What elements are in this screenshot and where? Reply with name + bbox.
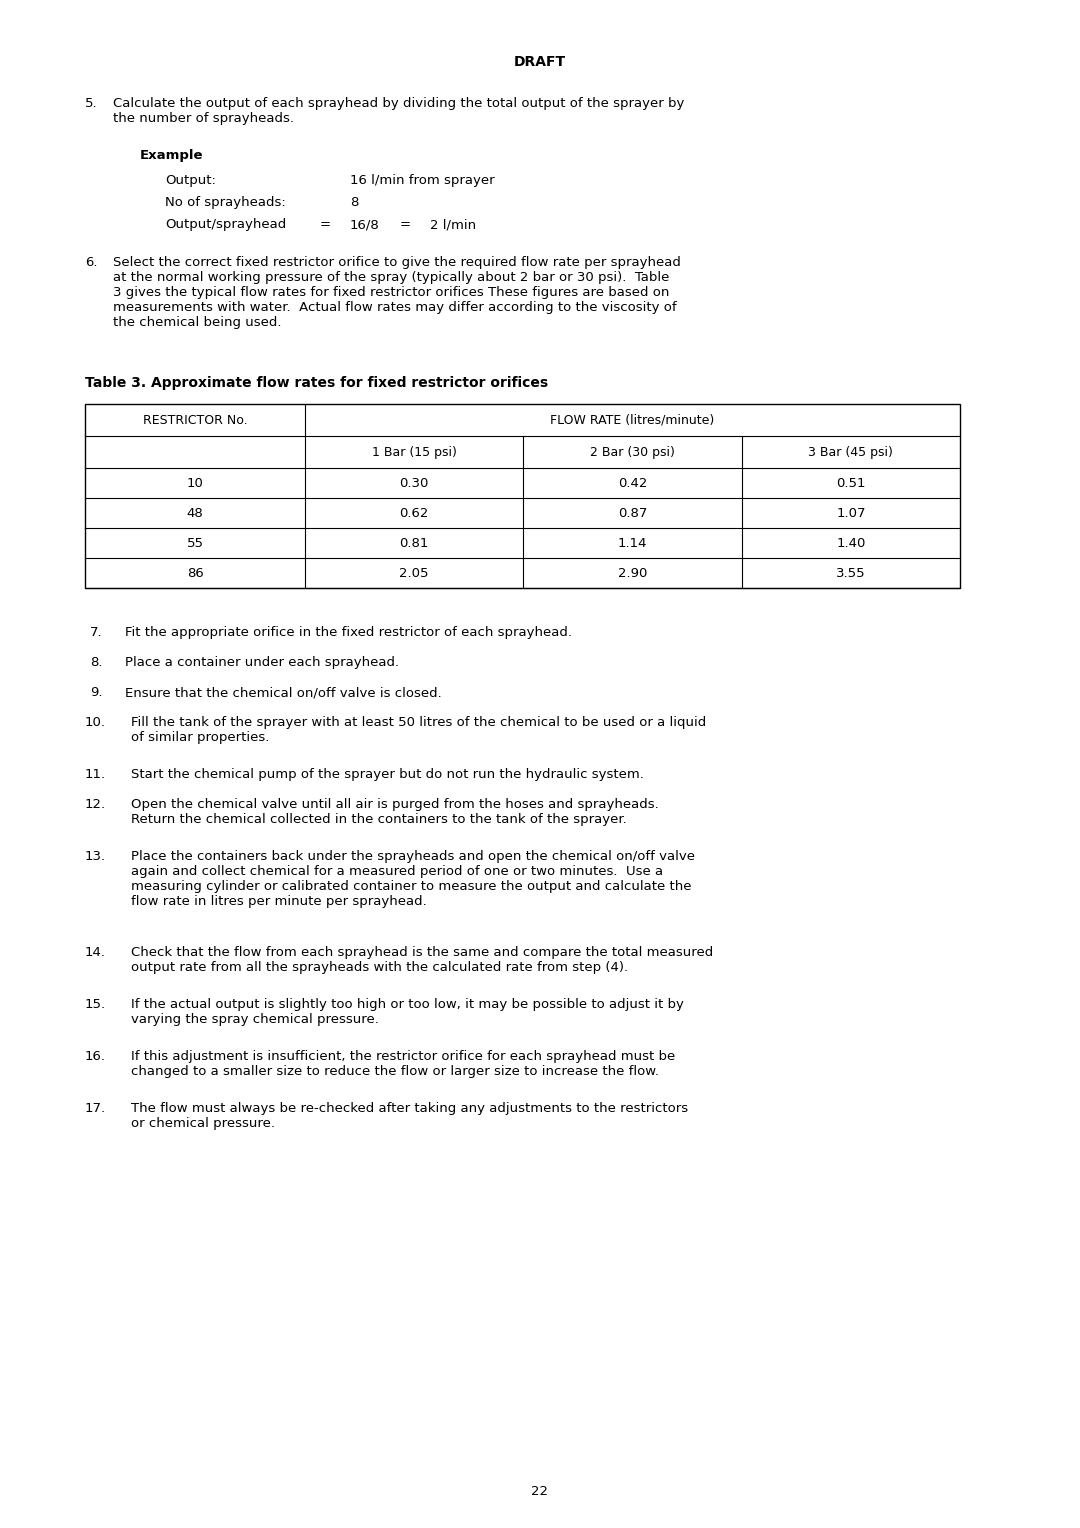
Text: 0.81: 0.81: [400, 536, 429, 550]
Text: 13.: 13.: [85, 850, 106, 863]
Text: Ensure that the chemical on/off valve is closed.: Ensure that the chemical on/off valve is…: [125, 686, 442, 698]
Text: 1.14: 1.14: [618, 536, 647, 550]
Text: Place a container under each sprayhead.: Place a container under each sprayhead.: [125, 656, 400, 669]
Text: 0.30: 0.30: [400, 477, 429, 489]
Text: 10.: 10.: [85, 717, 106, 729]
Text: 8.: 8.: [90, 656, 103, 669]
Text: 7.: 7.: [90, 626, 103, 639]
Text: 16.: 16.: [85, 1050, 106, 1063]
Text: Open the chemical valve until all air is purged from the hoses and sprayheads.
R: Open the chemical valve until all air is…: [131, 798, 659, 827]
Text: No of sprayheads:: No of sprayheads:: [165, 196, 286, 209]
Text: 0.62: 0.62: [400, 506, 429, 520]
Text: Fit the appropriate orifice in the fixed restrictor of each sprayhead.: Fit the appropriate orifice in the fixed…: [125, 626, 572, 639]
Text: 15.: 15.: [85, 998, 106, 1012]
Text: Start the chemical pump of the sprayer but do not run the hydraulic system.: Start the chemical pump of the sprayer b…: [131, 769, 644, 781]
Text: 48: 48: [187, 506, 203, 520]
Text: 22: 22: [531, 1485, 549, 1497]
Text: 0.51: 0.51: [836, 477, 865, 489]
Text: 0.42: 0.42: [618, 477, 647, 489]
Text: Fill the tank of the sprayer with at least 50 litres of the chemical to be used : Fill the tank of the sprayer with at lea…: [131, 717, 706, 744]
Text: Example: Example: [140, 150, 203, 162]
Text: Calculate the output of each sprayhead by dividing the total output of the spray: Calculate the output of each sprayhead b…: [113, 96, 685, 125]
Text: 86: 86: [187, 567, 203, 579]
Text: Select the correct fixed restrictor orifice to give the required flow rate per s: Select the correct fixed restrictor orif…: [113, 257, 680, 329]
Text: If the actual output is slightly too high or too low, it may be possible to adju: If the actual output is slightly too hig…: [131, 998, 684, 1025]
Text: If this adjustment is insufficient, the restrictor orifice for each sprayhead mu: If this adjustment is insufficient, the …: [131, 1050, 675, 1077]
Text: 1.07: 1.07: [836, 506, 865, 520]
Bar: [85, 403, 960, 588]
Text: 1 Bar (15 psi): 1 Bar (15 psi): [372, 446, 457, 458]
Text: 5.: 5.: [85, 96, 97, 110]
Text: 9.: 9.: [90, 686, 103, 698]
Text: 14.: 14.: [85, 946, 106, 960]
Text: The flow must always be re-checked after taking any adjustments to the restricto: The flow must always be re-checked after…: [131, 1102, 688, 1131]
Text: 17.: 17.: [85, 1102, 106, 1115]
Text: =: =: [320, 219, 330, 231]
Text: 3.55: 3.55: [836, 567, 866, 579]
Text: Output:: Output:: [165, 174, 216, 186]
Text: 10: 10: [187, 477, 203, 489]
Text: 16/8: 16/8: [350, 219, 380, 231]
Text: FLOW RATE (litres/minute): FLOW RATE (litres/minute): [551, 414, 715, 426]
Text: Place the containers back under the sprayheads and open the chemical on/off valv: Place the containers back under the spra…: [131, 850, 696, 908]
Text: 2 Bar (30 psi): 2 Bar (30 psi): [590, 446, 675, 458]
Text: 16 l/min from sprayer: 16 l/min from sprayer: [350, 174, 495, 186]
Text: 6.: 6.: [85, 257, 97, 269]
Text: 55: 55: [187, 536, 203, 550]
Text: 2.05: 2.05: [400, 567, 429, 579]
Text: DRAFT: DRAFT: [514, 55, 566, 69]
Text: 8: 8: [350, 196, 359, 209]
Text: 2.90: 2.90: [618, 567, 647, 579]
Text: 1.40: 1.40: [836, 536, 865, 550]
Text: 3 Bar (45 psi): 3 Bar (45 psi): [809, 446, 893, 458]
Text: 2 l/min: 2 l/min: [430, 219, 476, 231]
Text: 0.87: 0.87: [618, 506, 647, 520]
Text: Check that the flow from each sprayhead is the same and compare the total measur: Check that the flow from each sprayhead …: [131, 946, 713, 973]
Text: 12.: 12.: [85, 798, 106, 811]
Text: =: =: [400, 219, 410, 231]
Text: Output/sprayhead: Output/sprayhead: [165, 219, 286, 231]
Text: RESTRICTOR No.: RESTRICTOR No.: [143, 414, 247, 426]
Text: 11.: 11.: [85, 769, 106, 781]
Text: Table 3. Approximate flow rates for fixed restrictor orifices: Table 3. Approximate flow rates for fixe…: [85, 376, 549, 390]
